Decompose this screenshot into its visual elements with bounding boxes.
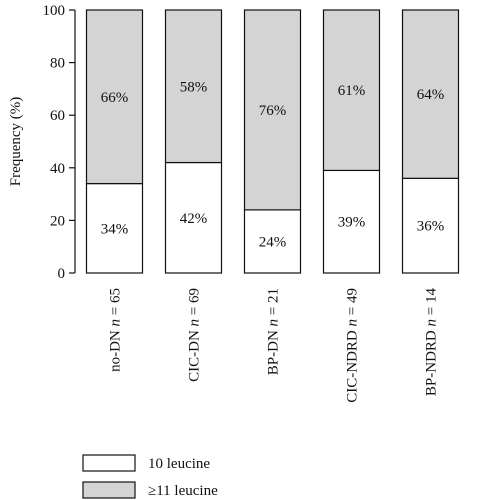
category-group: no-DN — [108, 326, 124, 371]
bar-segment-eleven-plus-leucine — [164, 9, 223, 164]
category-count: = 65 — [108, 288, 124, 319]
data-label: 61% — [338, 83, 366, 99]
data-label: 39% — [338, 215, 366, 231]
category-count: = 14 — [424, 288, 440, 319]
data-label: 36% — [417, 219, 445, 235]
legend-label: ≥11 leucine — [148, 483, 218, 499]
legend: 10 leucine ≥11 leucine — [82, 454, 218, 499]
data-label: 58% — [180, 79, 208, 95]
bar-segment-ten-leucine — [243, 209, 302, 274]
legend-swatch — [82, 454, 136, 472]
category-group: BP-NDRD — [424, 326, 440, 396]
category-n-symbol: n — [108, 319, 124, 327]
category-n-symbol: n — [424, 319, 440, 327]
y-tick-label: 80 — [50, 56, 65, 72]
category-label: CIC-DN n = 69 — [187, 288, 203, 382]
bar-segment-eleven-plus-leucine — [322, 9, 381, 172]
category-count: = 21 — [266, 288, 282, 319]
y-axis-label: Frequency (%) — [8, 97, 24, 187]
category-count: = 69 — [187, 288, 203, 319]
y-tick-label: 40 — [50, 161, 65, 177]
category-group: BP-DN — [266, 326, 282, 375]
bar-segment-eleven-plus-leucine — [243, 9, 302, 211]
category-n-symbol: n — [266, 319, 282, 327]
bar-segment-ten-leucine — [322, 169, 381, 274]
bar-segment-ten-leucine — [85, 182, 144, 274]
data-label: 64% — [417, 87, 445, 103]
y-tick-label: 100 — [43, 3, 66, 19]
bar-segment-eleven-plus-leucine — [85, 9, 144, 185]
category-label: CIC-NDRD n = 49 — [345, 288, 361, 403]
y-tick-label: 0 — [58, 266, 66, 282]
category-n-symbol: n — [187, 319, 203, 327]
category-label: no-DN n = 65 — [108, 288, 124, 372]
axes: 0 20 40 60 80 100 Frequency (%) — [8, 3, 76, 282]
bar-segment-ten-leucine — [164, 161, 223, 274]
category-n-symbol: n — [345, 319, 361, 327]
legend-swatch — [82, 481, 136, 499]
category-label: BP-DN n = 21 — [266, 288, 282, 375]
bar-segment-ten-leucine — [401, 177, 460, 274]
legend-label: 10 leucine — [148, 456, 210, 472]
data-label: 24% — [259, 234, 287, 250]
bars: 34% 66% no-DN n = 65 42% 58% CIC-DN n = 69 24%… — [85, 9, 460, 403]
data-label: 34% — [101, 221, 129, 237]
data-label: 76% — [259, 103, 287, 119]
data-label: 66% — [101, 90, 129, 106]
data-label: 42% — [180, 211, 208, 227]
category-count: = 49 — [345, 288, 361, 319]
bar-segment-eleven-plus-leucine — [401, 9, 460, 179]
y-tick-label: 60 — [50, 108, 65, 124]
y-tick-label: 20 — [50, 213, 65, 229]
category-group: CIC-NDRD — [345, 326, 361, 402]
category-group: CIC-DN — [187, 326, 203, 381]
category-label: BP-NDRD n = 14 — [424, 288, 440, 397]
